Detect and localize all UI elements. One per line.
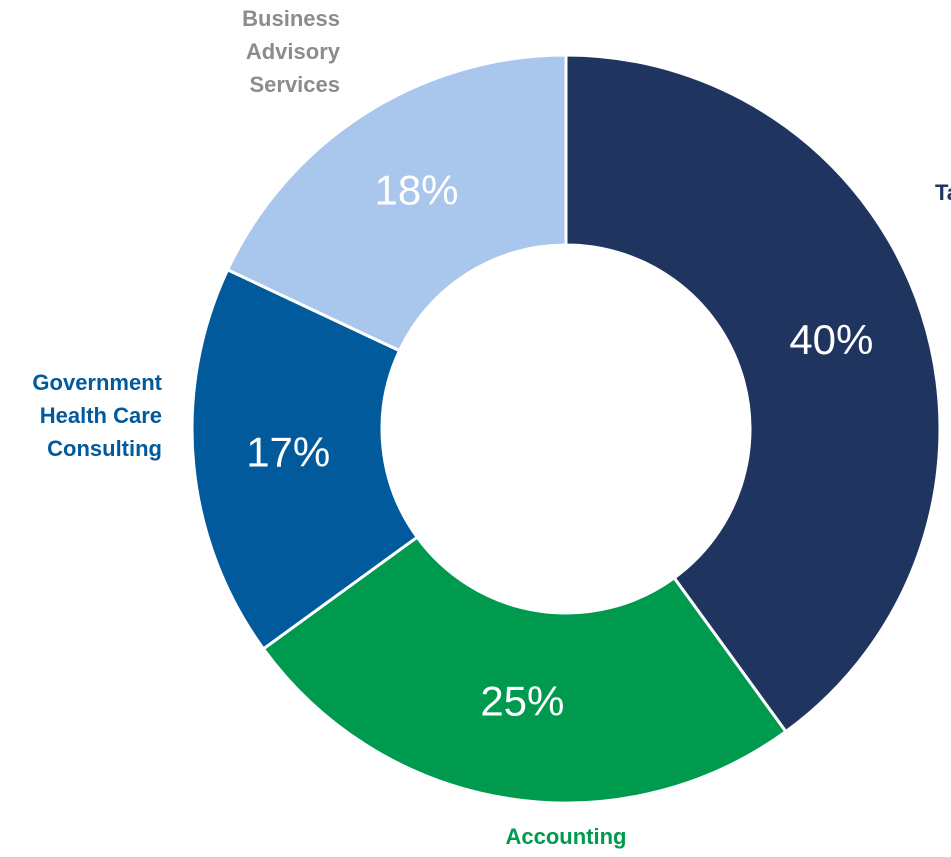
data-label: 18% [374,167,458,214]
data-label: 25% [480,678,564,725]
data-label: 40% [789,316,873,363]
category-label: Government Health Care Consulting [32,370,162,461]
slice [225,53,568,353]
slice [564,53,942,734]
data-label: 17% [246,428,330,475]
category-label: Accounting [505,824,627,849]
category-label: Business Advisory Services [242,6,340,97]
slice [261,535,788,805]
category-label: Tax [935,180,951,205]
slice [190,267,420,651]
